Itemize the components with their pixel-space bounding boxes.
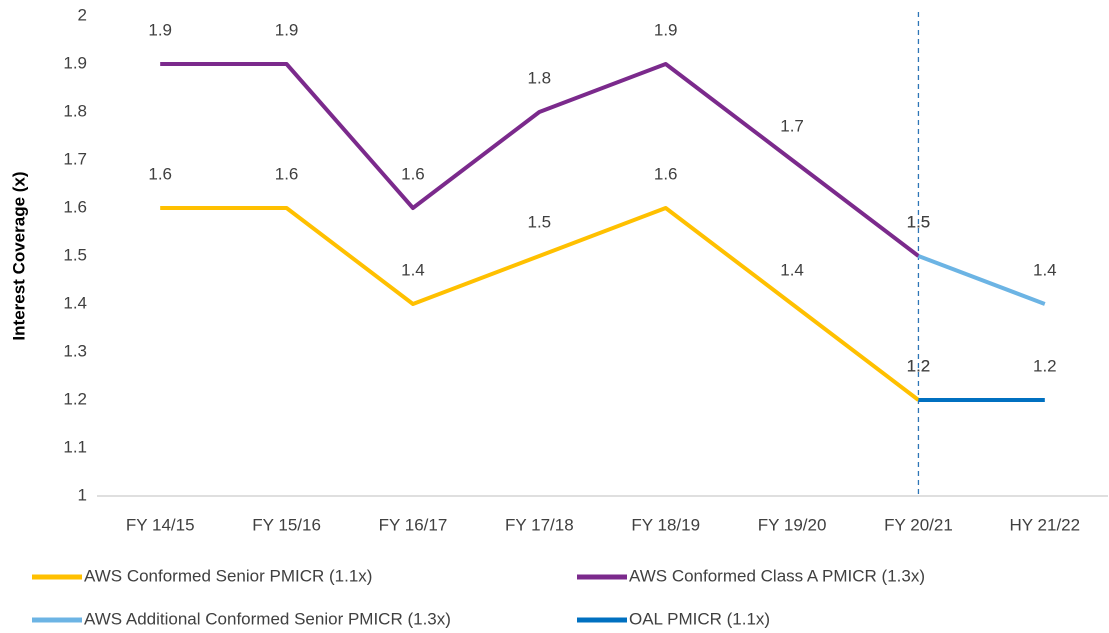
series-line bbox=[160, 62, 920, 258]
series-line bbox=[917, 254, 1046, 306]
data-label: 1.8 bbox=[527, 68, 551, 87]
data-label: 1.7 bbox=[780, 116, 804, 135]
x-tick-label: FY 15/16 bbox=[252, 515, 321, 534]
y-tick-label: 1.7 bbox=[63, 149, 87, 168]
data-label: 1.4 bbox=[401, 260, 425, 279]
x-tick-label: FY 18/19 bbox=[631, 515, 700, 534]
data-label: 1.4 bbox=[1033, 260, 1057, 279]
data-label: 1.5 bbox=[907, 212, 931, 231]
data-label: 1.9 bbox=[275, 20, 299, 39]
data-label: 1.6 bbox=[401, 164, 425, 183]
legend-label: OAL PMICR (1.1x) bbox=[629, 609, 770, 628]
data-label: 1.9 bbox=[148, 20, 172, 39]
x-tick-label: FY 19/20 bbox=[758, 515, 827, 534]
y-tick-label: 1.4 bbox=[63, 293, 87, 312]
y-tick-label: 1.1 bbox=[63, 437, 87, 456]
data-label: 1.2 bbox=[907, 356, 931, 375]
series-line bbox=[160, 206, 920, 402]
data-label: 1.2 bbox=[907, 356, 931, 375]
data-label: 1.4 bbox=[780, 260, 804, 279]
y-tick-label: 1.6 bbox=[63, 197, 87, 216]
legend-label: AWS Conformed Class A PMICR (1.3x) bbox=[629, 566, 925, 585]
data-label: 1.2 bbox=[1033, 356, 1057, 375]
y-tick-label: 1.9 bbox=[63, 53, 87, 72]
y-tick-label: 1.2 bbox=[63, 389, 87, 408]
y-axis-label: Interest Coverage (x) bbox=[9, 171, 28, 340]
y-tick-label: 1.5 bbox=[63, 245, 87, 264]
y-tick-label: 2 bbox=[78, 5, 87, 24]
x-tick-label: FY 20/21 bbox=[884, 515, 953, 534]
legend-label: AWS Additional Conformed Senior PMICR (1… bbox=[84, 609, 451, 628]
y-tick-label: 1.3 bbox=[63, 341, 87, 360]
y-tick-label: 1.8 bbox=[63, 101, 87, 120]
data-label: 1.6 bbox=[275, 164, 299, 183]
y-tick-label: 1 bbox=[78, 485, 87, 504]
data-label: 1.9 bbox=[654, 20, 678, 39]
data-label: 1.6 bbox=[654, 164, 678, 183]
x-tick-label: HY 21/22 bbox=[1010, 515, 1081, 534]
x-tick-label: FY 16/17 bbox=[379, 515, 448, 534]
data-label: 1.5 bbox=[907, 212, 931, 231]
data-label: 1.6 bbox=[148, 164, 172, 183]
data-label: 1.5 bbox=[527, 212, 551, 231]
legend-label: AWS Conformed Senior PMICR (1.1x) bbox=[84, 566, 372, 585]
x-tick-label: FY 14/15 bbox=[126, 515, 195, 534]
x-tick-label: FY 17/18 bbox=[505, 515, 574, 534]
